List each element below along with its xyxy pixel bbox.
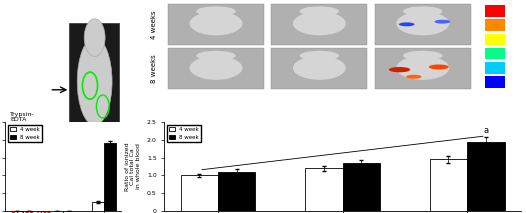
Bar [271, 48, 368, 89]
Bar [485, 62, 505, 74]
Bar [485, 5, 505, 17]
Circle shape [25, 174, 29, 181]
Bar [485, 34, 505, 45]
Bar [92, 202, 104, 211]
Circle shape [403, 6, 442, 16]
Bar [485, 76, 505, 88]
Legend: 4 week, 8 week: 4 week, 8 week [167, 125, 201, 142]
Bar [305, 168, 342, 211]
Circle shape [403, 51, 442, 60]
Text: a: a [483, 126, 489, 135]
Bar [168, 4, 264, 45]
Bar [342, 163, 380, 211]
Circle shape [33, 174, 37, 181]
Circle shape [29, 163, 33, 171]
Bar [69, 23, 119, 144]
Circle shape [399, 22, 414, 26]
Bar [168, 48, 264, 89]
Text: CT-PCs/: CT-PCs/ [19, 200, 43, 205]
Bar [218, 172, 255, 211]
Bar [485, 19, 505, 31]
Circle shape [84, 19, 105, 56]
Ellipse shape [293, 56, 346, 80]
Ellipse shape [396, 12, 449, 35]
Ellipse shape [15, 150, 47, 196]
Circle shape [406, 75, 422, 79]
Bar [467, 142, 504, 211]
Circle shape [434, 20, 450, 24]
Bar [485, 48, 505, 59]
Text: 8 weeks: 8 weeks [151, 54, 157, 83]
Circle shape [429, 65, 449, 69]
Bar [375, 4, 471, 45]
Circle shape [196, 51, 236, 60]
Circle shape [300, 51, 339, 60]
Bar [104, 143, 116, 211]
Bar [271, 4, 368, 45]
Bar [430, 159, 467, 211]
Legend: 4 week, 8 week: 4 week, 8 week [8, 125, 42, 142]
Text: Orthotopic
injection: Orthotopic injection [76, 157, 113, 170]
Ellipse shape [77, 38, 112, 125]
Circle shape [36, 165, 40, 173]
Ellipse shape [396, 56, 449, 80]
Ellipse shape [293, 12, 346, 35]
Ellipse shape [189, 12, 242, 35]
Circle shape [300, 6, 339, 16]
Circle shape [389, 67, 410, 72]
Circle shape [196, 6, 236, 16]
Ellipse shape [189, 56, 242, 80]
Y-axis label: Ratio of ionized
Cal total Ca
in whole blood: Ratio of ionized Cal total Ca in whole b… [125, 142, 141, 191]
Text: Trypsin-
EDTA: Trypsin- EDTA [10, 112, 35, 122]
Text: 4 weeks: 4 weeks [151, 10, 157, 39]
Circle shape [22, 165, 26, 173]
Text: CT+SS TICs: CT+SS TICs [11, 209, 50, 213]
Bar [375, 48, 471, 89]
Bar [180, 175, 218, 211]
Circle shape [29, 178, 33, 185]
